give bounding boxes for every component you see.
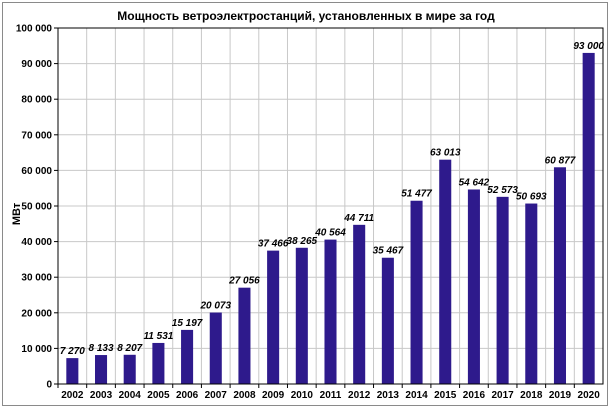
data-label-2018: 50 693 <box>516 192 547 203</box>
x-tick-label: 2016 <box>463 390 486 401</box>
data-label-2005: 11 531 <box>143 331 173 342</box>
x-tick-label: 2003 <box>90 390 113 401</box>
bar-2010 <box>295 247 308 384</box>
y-axis-label: МВт <box>11 202 23 225</box>
bar-2003 <box>95 355 108 384</box>
data-label-2015: 63 013 <box>430 148 461 159</box>
x-tick-label: 2019 <box>549 390 572 401</box>
data-label-2013: 35 467 <box>373 246 404 257</box>
data-label-2007: 20 073 <box>199 301 231 312</box>
bar-2009 <box>267 250 280 384</box>
x-tick-labels: 2002 2003 2004 2005 2006 2007 2008 2009 2010 2011… <box>61 390 600 401</box>
y-tick-label: 50 000 <box>21 202 52 213</box>
x-tick-label: 2018 <box>520 390 543 401</box>
x-tick-label: 2015 <box>434 390 457 401</box>
x-tick-label: 2009 <box>262 390 285 401</box>
y-tick-label: 0 <box>46 380 52 391</box>
bar-2017 <box>496 196 509 384</box>
bar-2020 <box>582 52 595 385</box>
y-tick-label: 100 000 <box>16 24 53 35</box>
y-tick-label: 30 000 <box>21 273 52 284</box>
bar-2015 <box>439 159 452 384</box>
bar-2014 <box>410 200 423 384</box>
x-tick-label: 2006 <box>176 390 199 401</box>
y-tick-label: 60 000 <box>21 166 52 177</box>
x-tick-label: 2014 <box>405 390 428 401</box>
bar-2019 <box>553 167 566 384</box>
y-tick-labels: 0 10 000 20 000 30 000 40 000 50 000 60 000 70 … <box>16 24 53 391</box>
x-tick-label: 2010 <box>291 390 314 401</box>
x-tick-label: 2008 <box>233 390 256 401</box>
plot-area-border <box>57 27 604 385</box>
bar-2011 <box>324 239 337 384</box>
bars <box>66 52 595 385</box>
y-tick-label: 90 000 <box>21 59 52 70</box>
bar-2002 <box>66 358 79 384</box>
x-tick-label: 2012 <box>348 390 371 401</box>
data-label-2012: 44 711 <box>343 213 374 224</box>
x-tick-label: 2005 <box>147 390 170 401</box>
bar-2007 <box>209 312 222 384</box>
bar-2008 <box>238 287 251 384</box>
y-tick-label: 40 000 <box>21 237 52 248</box>
x-tick-label: 2002 <box>61 390 84 401</box>
x-tick-label: 2017 <box>491 390 514 401</box>
data-label-2002: 7 270 <box>60 346 85 357</box>
bar-2013 <box>381 257 394 384</box>
x-tick-label: 2013 <box>377 390 400 401</box>
bar-2018 <box>525 203 538 384</box>
grid-lines <box>58 27 603 384</box>
data-label-2009: 37 466 <box>258 239 289 250</box>
y-tick-label: 10 000 <box>21 344 52 355</box>
x-tick-label: 2004 <box>119 390 142 401</box>
data-label-2011: 40 564 <box>314 228 346 239</box>
y-tick-label: 70 000 <box>21 130 52 141</box>
data-label-2017: 52 573 <box>487 185 518 196</box>
x-tick-label: 2020 <box>578 390 601 401</box>
bar-2004 <box>123 354 136 384</box>
bar-2016 <box>467 189 480 384</box>
data-label-2020: 93 000 <box>573 41 604 52</box>
bar-2005 <box>152 342 165 384</box>
bar-2006 <box>181 329 194 384</box>
y-tick-label: 80 000 <box>21 95 52 106</box>
x-tick-label: 2007 <box>205 390 228 401</box>
axes <box>54 27 604 388</box>
data-label-2010: 38 265 <box>287 236 318 247</box>
data-label-2003: 8 133 <box>89 343 114 354</box>
chart-title: Мощность ветроэлектростанций, установлен… <box>117 9 495 23</box>
y-tick-label: 20 000 <box>21 308 52 319</box>
bar-2012 <box>353 224 366 384</box>
data-label-2014: 51 477 <box>401 189 432 200</box>
data-label-2004: 8 207 <box>117 343 142 354</box>
data-label-2006: 15 197 <box>172 318 203 329</box>
data-label-2016: 54 642 <box>459 177 490 188</box>
data-label-2019: 60 877 <box>545 155 576 166</box>
x-tick-label: 2011 <box>320 390 342 401</box>
data-label-2008: 27 056 <box>228 276 260 287</box>
